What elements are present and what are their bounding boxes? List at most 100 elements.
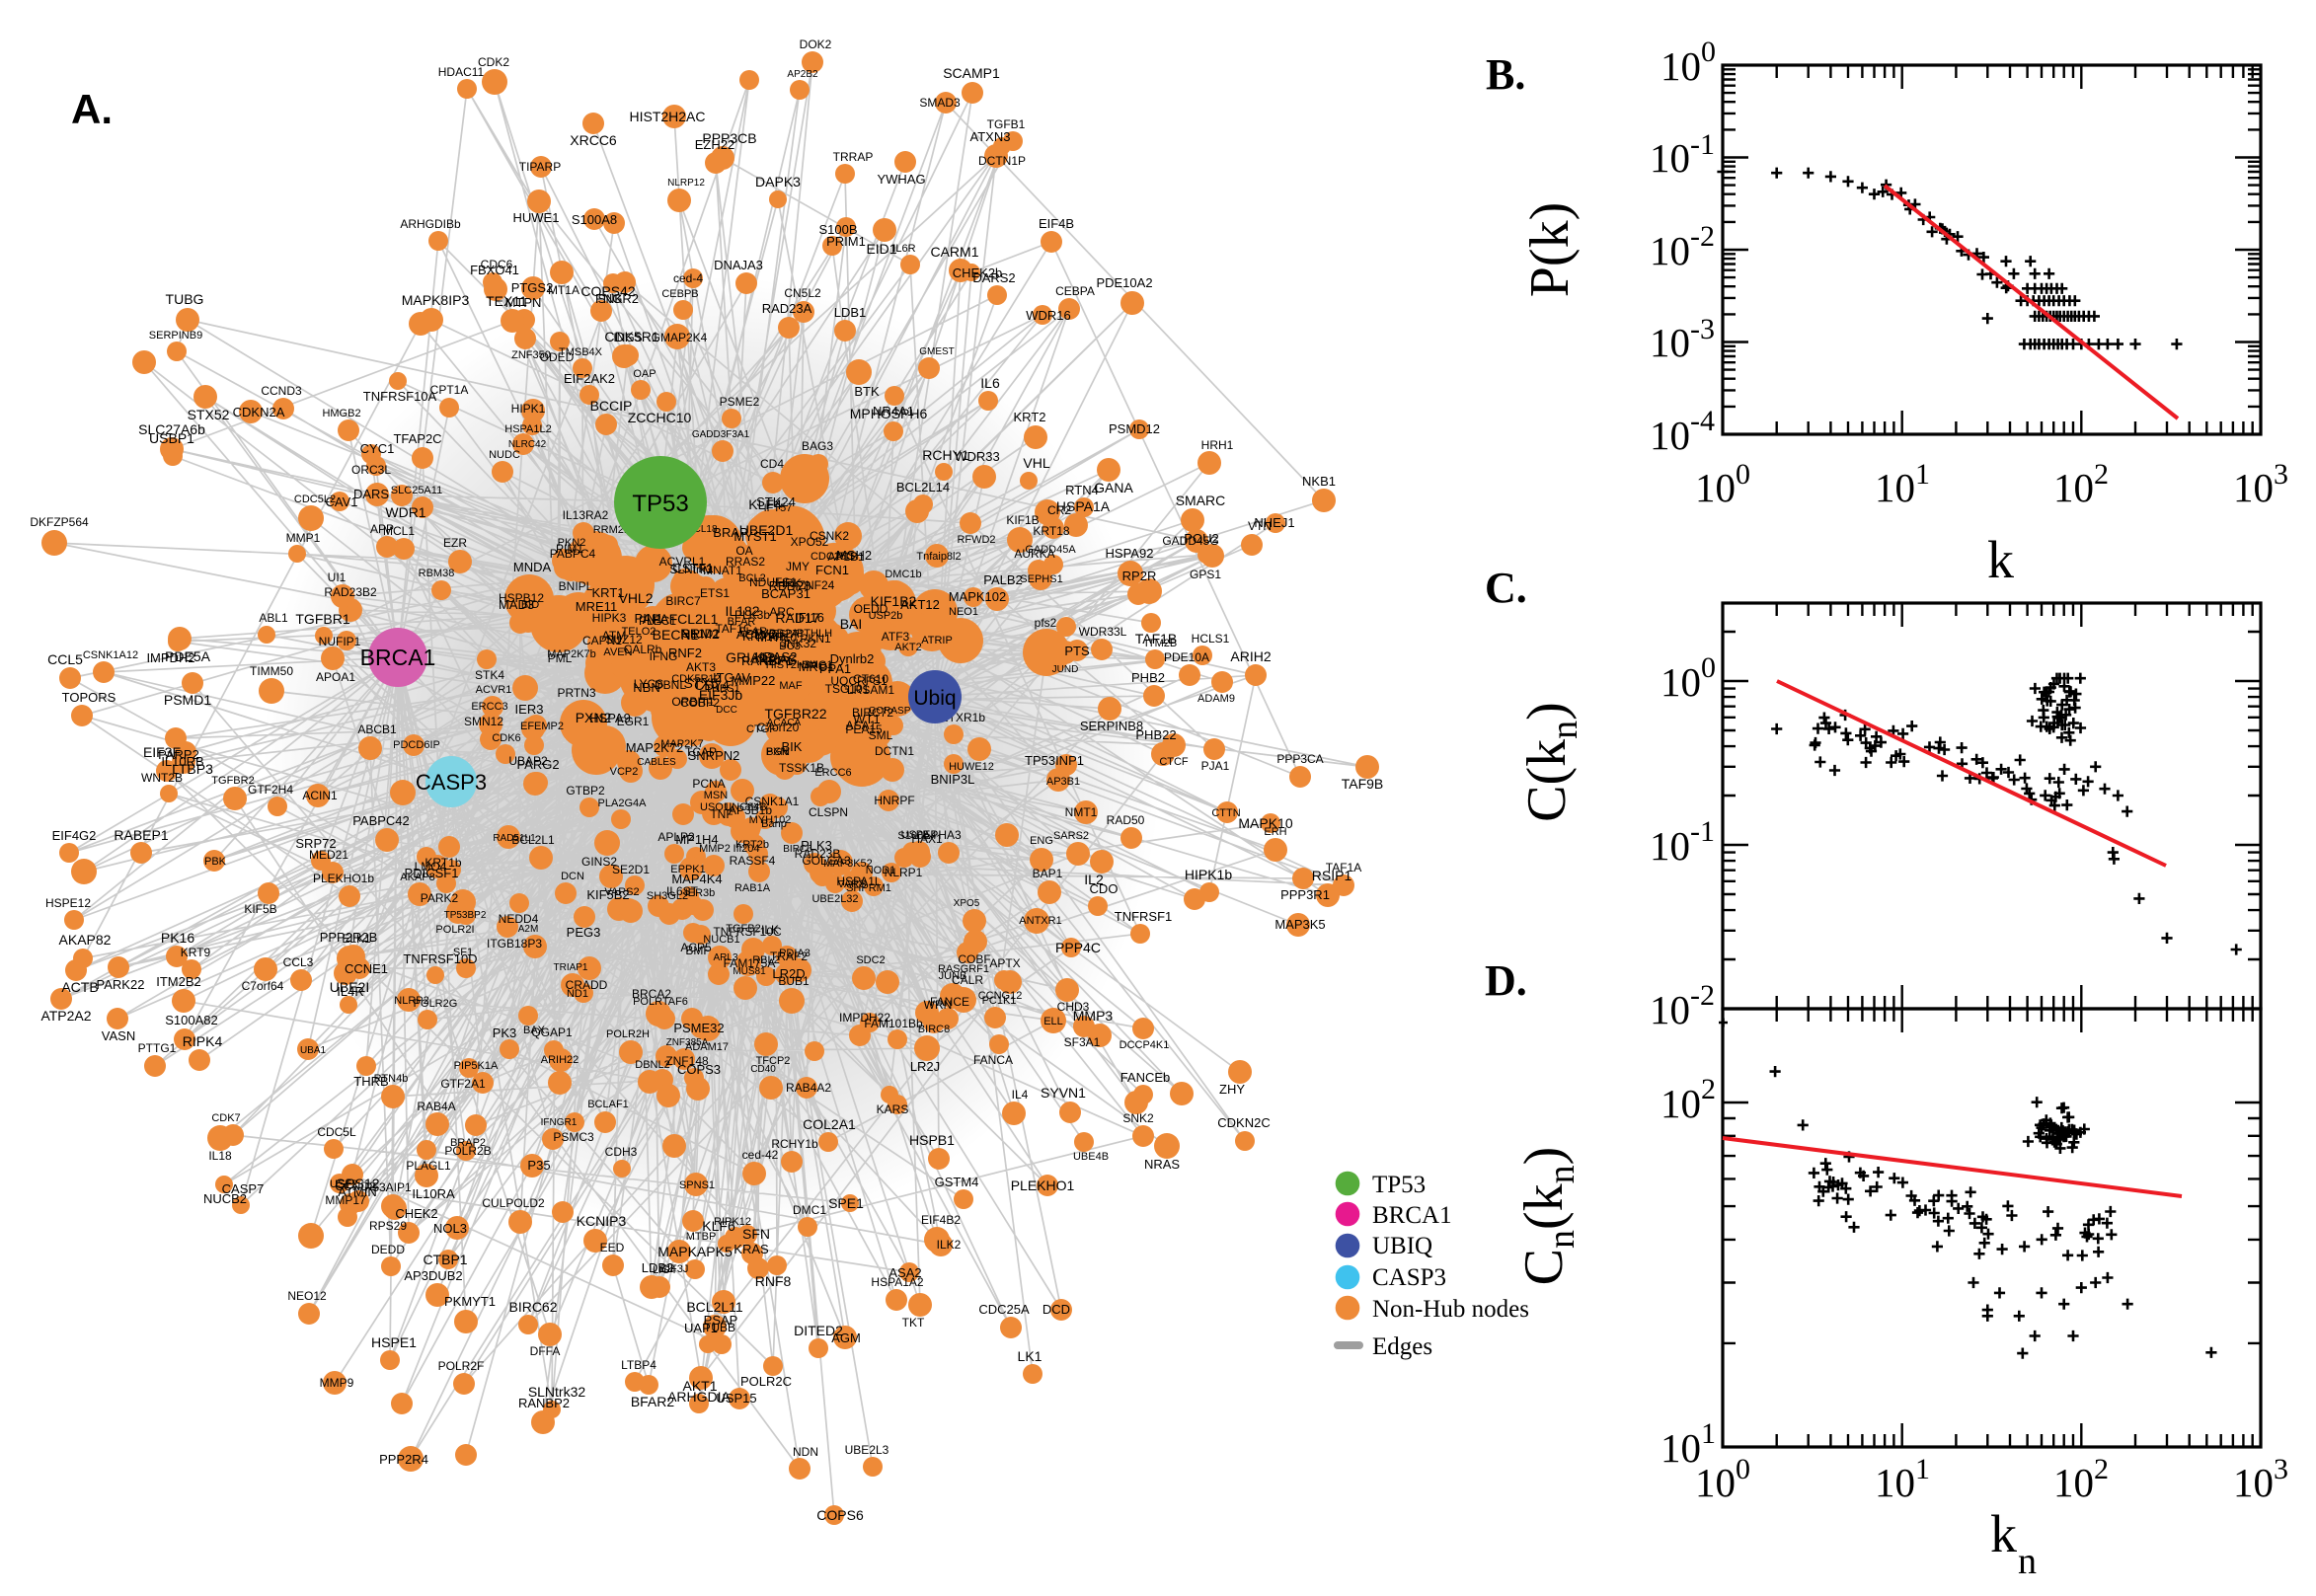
svg-text:PKN2: PKN2 [558,537,586,549]
svg-text:PABPC4: PABPC4 [550,547,596,561]
svg-text:TRAF2: TRAF2 [770,950,808,963]
svg-text:CHD3: CHD3 [1057,1000,1090,1014]
svg-text:UBA1: UBA1 [300,1045,327,1056]
svg-text:POU2: POU2 [1184,531,1218,546]
svg-text:CHEK2b: CHEK2b [953,266,1003,280]
svg-text:PLEKHO1: PLEKHO1 [1011,1178,1075,1193]
svg-text:IFNGR1: IFNGR1 [541,1117,578,1128]
svg-text:PLEC1: PLEC1 [639,614,676,628]
svg-text:MAP4K4: MAP4K4 [671,872,722,886]
svg-text:TCAP: TCAP [685,745,717,759]
svg-text:POLR2H: POLR2H [606,1028,650,1040]
svg-text:TKT: TKT [902,1316,925,1330]
svg-text:PDE10A: PDE10A [1164,650,1209,664]
svg-text:RAB4A: RAB4A [417,1100,455,1113]
svg-text:KRAS2: KRAS2 [755,649,798,664]
svg-text:WT1: WT1 [853,712,880,726]
svg-text:WNT2B: WNT2B [141,771,183,785]
svg-text:FNGR2: FNGR2 [595,291,639,306]
svg-text:DEDD: DEDD [371,1243,405,1256]
svg-text:RAB4A2: RAB4A2 [786,1081,831,1095]
svg-text:CDH3: CDH3 [605,1145,638,1159]
svg-text:EZH22: EZH22 [695,137,734,152]
svg-text:XPO52: XPO52 [791,535,829,549]
svg-text:CDK7: CDK7 [211,1112,240,1124]
svg-text:0: 0 [1736,1453,1750,1485]
svg-text:CDKN2A: CDKN2A [233,405,285,419]
svg-text:BRAP2: BRAP2 [450,1137,486,1149]
svg-text:GANA: GANA [1094,480,1133,495]
svg-text:COPS6: COPS6 [816,1507,864,1523]
svg-text:HIST2H3A: HIST2H3A [766,659,818,671]
svg-text:GPS1: GPS1 [1190,568,1221,581]
svg-text:EIF4B: EIF4B [1039,216,1074,231]
svg-text:RANBP2: RANBP2 [518,1396,570,1410]
svg-text:HNRPF: HNRPF [874,794,914,807]
svg-text:UBE4B: UBE4B [1073,1151,1109,1163]
svg-text:KIF1B2: KIF1B2 [871,593,917,609]
svg-text:DOK2: DOK2 [800,38,832,51]
svg-text:TNFRSF10D: TNFRSF10D [403,951,477,966]
svg-text:DARS2: DARS2 [972,270,1015,285]
svg-text:10: 10 [2233,1460,2274,1505]
svg-text:NR4A1: NR4A1 [873,404,914,418]
svg-text:CEBPB: CEBPB [661,288,698,300]
svg-text:LTBP3: LTBP3 [172,761,213,777]
svg-text:GPS12: GPS12 [335,1176,379,1191]
svg-text:STK4: STK4 [475,668,504,682]
svg-text:Non-Hub nodes: Non-Hub nodes [1372,1296,1529,1323]
svg-text:BRAP: BRAP [713,525,747,540]
svg-text:DMC1b: DMC1b [885,569,921,580]
svg-text:BAG3: BAG3 [802,439,833,453]
svg-text:MMP3: MMP3 [1073,1008,1114,1024]
svg-text:USP15: USP15 [716,1391,756,1406]
svg-text:DFFA: DFFA [530,1344,561,1358]
svg-text:ELL: ELL [1043,1016,1063,1027]
svg-text:RAD23B: RAD23B [795,847,841,861]
svg-text:PBK: PBK [204,856,227,868]
svg-text:RBBP8: RBBP8 [769,578,811,593]
svg-text:SMN12: SMN12 [464,715,503,728]
svg-text:USF2: USF2 [330,1178,357,1190]
svg-text:CD40: CD40 [750,1064,776,1075]
svg-text:k: k [1987,530,2014,589]
svg-text:CN5L2: CN5L2 [784,286,821,300]
svg-text:ZCCHC10: ZCCHC10 [628,410,692,425]
svg-text:RTN4b: RTN4b [374,1073,409,1085]
svg-text:MNAT1: MNAT1 [703,564,742,577]
svg-text:C7orf20: C7orf20 [757,721,800,734]
svg-text:CEBPA: CEBPA [1055,284,1095,298]
svg-text:CSNK1A12: CSNK1A12 [83,649,138,661]
svg-text:PKMYT1: PKMYT1 [444,1294,496,1309]
svg-text:10: 10 [1695,1460,1736,1505]
svg-text:BIRC72: BIRC72 [852,706,893,720]
svg-text:PARK2: PARK2 [421,891,459,905]
svg-text:EIF3J: EIF3J [660,1263,689,1275]
svg-text:-4: -4 [1690,405,1715,437]
svg-text:IL6: IL6 [980,375,1000,391]
svg-text:BAI: BAI [840,616,863,632]
svg-text:PDICSF1: PDICSF1 [405,866,459,880]
svg-text:CLSPN: CLSPN [809,805,848,819]
svg-text:IL13RA2: IL13RA2 [563,508,609,522]
svg-text:TOPORS: TOPORS [62,690,116,705]
svg-text:ATRIP: ATRIP [921,635,953,646]
svg-text:PALB2: PALB2 [983,572,1023,587]
svg-text:GADD3F3A1: GADD3F3A1 [692,429,750,440]
svg-text:PARP2: PARP2 [158,747,199,762]
svg-text:EID1: EID1 [866,241,896,257]
svg-text:TUBG: TUBG [166,291,204,307]
svg-text:PC1K1: PC1K1 [982,995,1017,1007]
svg-text:S100A8: S100A8 [572,212,617,227]
svg-text:0: 0 [1701,36,1716,68]
svg-text:SLC25A11: SLC25A11 [391,485,442,496]
svg-text:PIP5K1A: PIP5K1A [454,1060,499,1072]
svg-text:MAPK102: MAPK102 [949,589,1007,604]
svg-text:PJA1: PJA1 [1201,759,1230,773]
svg-text:S100B: S100B [818,222,857,237]
svg-text:ERCC6: ERCC6 [814,767,851,779]
svg-text:NDN: NDN [793,1445,818,1459]
svg-text:NDUFS1: NDUFS1 [749,575,797,589]
svg-text:ced-4: ced-4 [673,271,703,285]
svg-text:TAF1C: TAF1C [715,622,751,636]
